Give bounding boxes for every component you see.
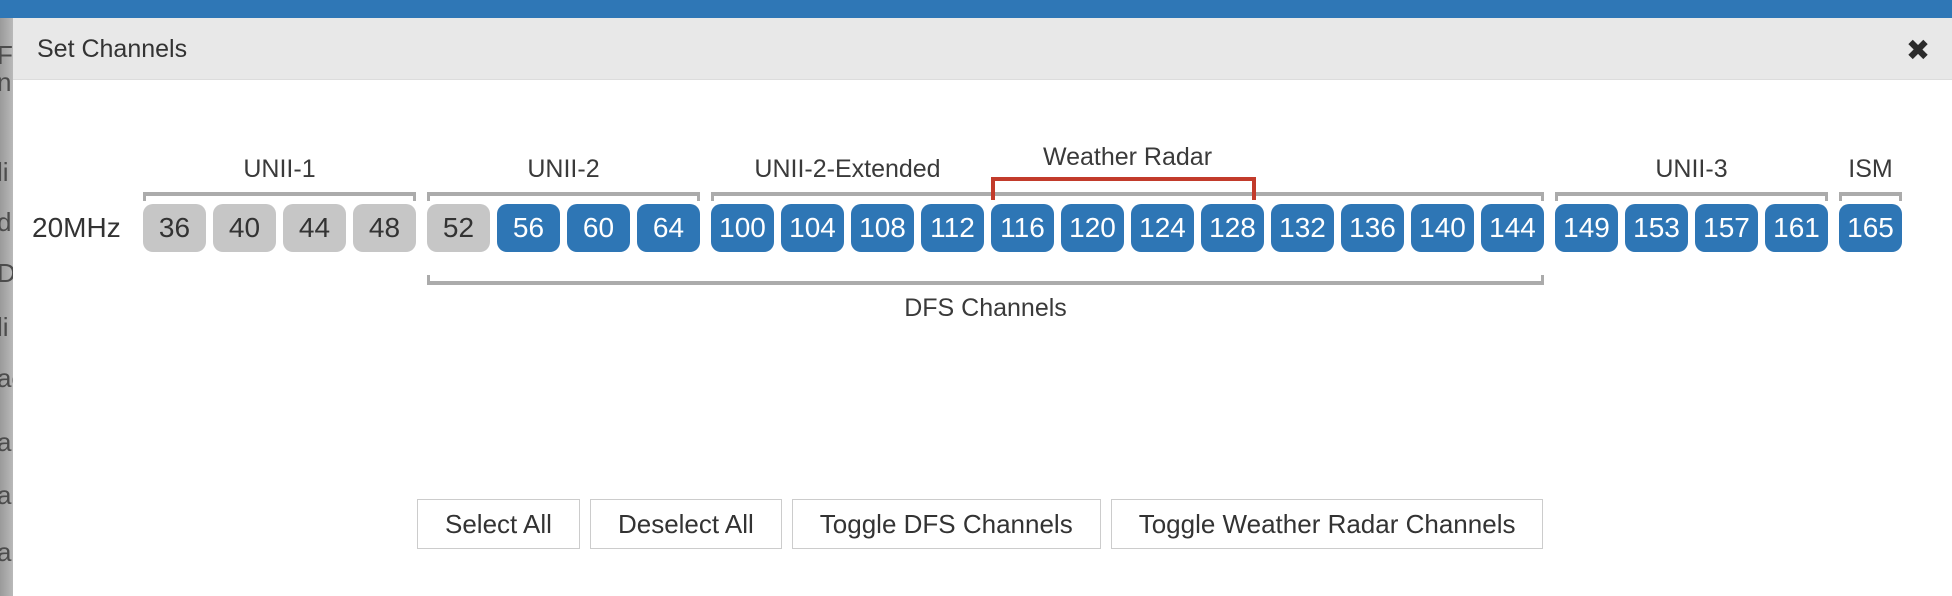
- channel-157[interactable]: 157: [1695, 204, 1758, 252]
- channel-153[interactable]: 153: [1625, 204, 1688, 252]
- channel-36[interactable]: 36: [143, 204, 206, 252]
- band-bracket-ism: [1839, 192, 1902, 201]
- channel-116[interactable]: 116: [991, 204, 1054, 252]
- channel-groups: UNII-1 36 40 44 48 UNII-2 52 56 60 64 UNII-2-Exten…: [143, 143, 1902, 252]
- dfs-channels-bracket: [427, 275, 1544, 285]
- weather-radar-bracket: [991, 177, 1256, 200]
- channel-56[interactable]: 56: [497, 204, 560, 252]
- edge-text-fragment: ar: [0, 427, 13, 457]
- edge-text-fragment: n: [0, 67, 12, 97]
- channel-136[interactable]: 136: [1341, 204, 1404, 252]
- edge-text-fragment: d: [0, 207, 12, 237]
- channel-140[interactable]: 140: [1411, 204, 1474, 252]
- band-group-unii-1: UNII-1 36 40 44 48: [143, 154, 416, 252]
- channel-132[interactable]: 132: [1271, 204, 1334, 252]
- channel-120[interactable]: 120: [1061, 204, 1124, 252]
- channel-40[interactable]: 40: [213, 204, 276, 252]
- dfs-channels-label: DFS Channels: [904, 294, 1067, 322]
- channel-128[interactable]: 128: [1201, 204, 1264, 252]
- edge-text-fragment: ar: [0, 480, 13, 510]
- band-label-unii-1: UNII-1: [243, 155, 316, 183]
- band-group-unii-3: UNII-3 149 153 157 161: [1555, 154, 1828, 252]
- band-group-unii-2: UNII-2 52 56 60 64: [427, 154, 700, 252]
- edge-text-fragment: ac: [0, 363, 13, 393]
- close-icon[interactable]: ✖: [1900, 32, 1936, 68]
- edge-text-fragment: F: [0, 40, 13, 70]
- bandwidth-row-label: 20MHz: [32, 212, 121, 243]
- channel-112[interactable]: 112: [921, 204, 984, 252]
- channel-64[interactable]: 64: [637, 204, 700, 252]
- channel-161[interactable]: 161: [1765, 204, 1828, 252]
- channel-144[interactable]: 144: [1481, 204, 1544, 252]
- band-bracket-unii-2-extended: [711, 192, 1544, 201]
- edge-text-fragment: ar: [0, 537, 13, 567]
- page-top-bar: [0, 0, 1952, 18]
- weather-radar-label: Weather Radar: [1042, 143, 1213, 171]
- channel-buttons: 149 153 157 161: [1555, 204, 1828, 252]
- band-label-ism: ISM: [1848, 155, 1893, 183]
- action-buttons-row: Select All Deselect All Toggle DFS Chann…: [417, 499, 1544, 549]
- dialog-header: Set Channels ✖: [13, 18, 1952, 80]
- toggle-weather-radar-channels-button[interactable]: Toggle Weather Radar Channels: [1110, 499, 1544, 549]
- channel-60[interactable]: 60: [567, 204, 630, 252]
- channel-124[interactable]: 124: [1131, 204, 1194, 252]
- band-bracket-unii-2: [427, 192, 700, 201]
- channel-100[interactable]: 100: [711, 204, 774, 252]
- band-bracket-unii-3: [1555, 192, 1828, 201]
- edge-text-fragment: li: [0, 312, 9, 342]
- channel-selector: 20MHz UNII-1 36 40 44 48 UNII-2 52 56 60 64 UNII-2…: [13, 143, 1952, 354]
- edge-text-fragment: li: [0, 157, 9, 187]
- channel-buttons: 100 104 108 112 116 120 124 128 132 136 140 144: [711, 204, 1544, 252]
- set-channels-dialog: Set Channels ✖ 20MHz UNII-1 36 40 44 48 UNII-…: [13, 18, 1952, 596]
- edge-text-fragment: D: [0, 258, 13, 288]
- channel-buttons: 36 40 44 48: [143, 204, 416, 252]
- deselect-all-button[interactable]: Deselect All: [589, 499, 782, 549]
- channel-buttons: 165: [1839, 204, 1902, 252]
- band-bracket-unii-1: [143, 192, 416, 201]
- dialog-title: Set Channels: [37, 35, 188, 63]
- channel-44[interactable]: 44: [283, 204, 346, 252]
- band-group-unii-2-extended: UNII-2-Extended 100 104 108 112 116 120 124 128 1…: [711, 143, 1544, 252]
- band-label-unii-2-extended: UNII-2-Extended: [754, 155, 941, 183]
- band-label-unii-2: UNII-2: [527, 155, 600, 183]
- background-page-edge: Fn li dDli ac ar ar ar: [0, 18, 13, 596]
- channel-149[interactable]: 149: [1555, 204, 1618, 252]
- band-group-ism: ISM 165: [1839, 154, 1902, 252]
- select-all-button[interactable]: Select All: [417, 499, 580, 549]
- channel-108[interactable]: 108: [851, 204, 914, 252]
- channel-52[interactable]: 52: [427, 204, 490, 252]
- channel-48[interactable]: 48: [353, 204, 416, 252]
- channel-buttons: 52 56 60 64: [427, 204, 700, 252]
- channel-104[interactable]: 104: [781, 204, 844, 252]
- toggle-dfs-channels-button[interactable]: Toggle DFS Channels: [791, 499, 1101, 549]
- band-label-unii-3: UNII-3: [1655, 155, 1728, 183]
- dialog-body: 20MHz UNII-1 36 40 44 48 UNII-2 52 56 60 64 UNII-2…: [13, 143, 1952, 596]
- channel-165[interactable]: 165: [1839, 204, 1902, 252]
